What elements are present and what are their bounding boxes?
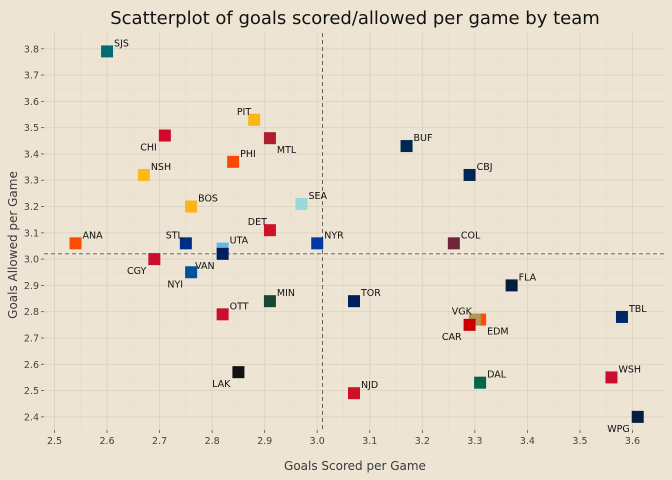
x-tick-label: 2.5 bbox=[47, 436, 62, 447]
x-axis: 2.5 2.6 2.7 2.8 2.9 3.0 3.1 3.2 3.3 3.4 3.5 3.6 bbox=[47, 430, 640, 447]
point-wsh bbox=[605, 371, 618, 384]
point-label-phi: PHI bbox=[240, 149, 256, 160]
point-sea bbox=[295, 197, 308, 210]
point-label-ott: OTT bbox=[230, 301, 249, 312]
point-label-cgy: CGY bbox=[127, 266, 147, 277]
point-label-njd: NJD bbox=[361, 380, 378, 391]
point-lak bbox=[232, 366, 245, 379]
point-label-det: DET bbox=[248, 217, 267, 228]
x-tick-label: 3.3 bbox=[467, 436, 482, 447]
point-det bbox=[263, 224, 276, 237]
x-tick-label: 3.5 bbox=[572, 436, 587, 447]
x-tick-label: 3.2 bbox=[415, 436, 430, 447]
y-tick-label: 2.9 bbox=[24, 281, 39, 292]
y-axis: 2.4 2.5 2.6 2.7 2.8 2.9 3.0 3.1 3.2 3.3 3.4 3.5 3.6 3… bbox=[24, 44, 44, 423]
x-tick-label: 2.7 bbox=[152, 436, 167, 447]
point-mtl bbox=[263, 132, 276, 145]
point-label-chi: CHI bbox=[140, 143, 157, 154]
point-label-nyi: NYI bbox=[167, 279, 183, 290]
point-chi bbox=[158, 129, 171, 142]
point-label-sjs: SJS bbox=[114, 38, 129, 49]
x-tick-label: 2.9 bbox=[257, 436, 272, 447]
point-labels: SJS PIT CHI MTL BUF PHI NSH CBJ SEA BOS DET ANA STL N… bbox=[83, 38, 648, 434]
point-label-dal: DAL bbox=[487, 370, 507, 381]
y-tick-label: 3.8 bbox=[24, 44, 39, 55]
point-label-stl: STL bbox=[166, 230, 184, 241]
point-label-col: COL bbox=[461, 230, 481, 241]
y-tick-label: 3.0 bbox=[24, 255, 39, 266]
point-dal bbox=[474, 376, 487, 389]
point-label-wsh: WSH bbox=[618, 364, 641, 375]
point-label-car: CAR bbox=[442, 332, 462, 343]
y-tick-label: 3.3 bbox=[24, 176, 39, 187]
point-label-sea: SEA bbox=[308, 191, 327, 202]
x-tick-label: 2.6 bbox=[99, 436, 114, 447]
y-tick-label: 2.6 bbox=[24, 360, 39, 371]
point-tbl bbox=[615, 310, 628, 323]
point-label-mtl: MTL bbox=[277, 145, 297, 156]
point-buf bbox=[400, 140, 413, 153]
x-tick-label: 2.8 bbox=[205, 436, 220, 447]
point-label-min: MIN bbox=[277, 288, 295, 299]
point-ana bbox=[69, 237, 82, 250]
point-label-vgk: VGK bbox=[452, 307, 473, 318]
point-label-uta: UTA bbox=[230, 236, 249, 247]
point-label-edm: EDM bbox=[487, 327, 509, 338]
x-axis-title: Goals Scored per Game bbox=[284, 459, 426, 473]
x-tick-label: 3.6 bbox=[625, 436, 640, 447]
point-pit bbox=[248, 113, 261, 126]
x-tick-label: 3.4 bbox=[520, 436, 535, 447]
point-njd bbox=[348, 387, 360, 400]
y-tick-label: 3.4 bbox=[24, 149, 39, 160]
point-phi bbox=[227, 155, 240, 168]
y-tick-label: 3.7 bbox=[24, 71, 39, 82]
point-label-buf: BUF bbox=[414, 133, 433, 144]
point-cgy bbox=[148, 253, 161, 266]
x-tick-label: 3.0 bbox=[310, 436, 325, 447]
data-points bbox=[69, 45, 644, 423]
y-tick-label: 3.2 bbox=[24, 202, 39, 213]
point-stl bbox=[179, 237, 192, 250]
point-label-tbl: TBL bbox=[628, 304, 647, 315]
chart-title: Scatterplot of goals scored/allowed per … bbox=[110, 8, 600, 29]
y-tick-label: 2.4 bbox=[24, 412, 39, 423]
x-tick-label: 3.1 bbox=[362, 436, 377, 447]
y-tick-label: 2.5 bbox=[24, 386, 39, 397]
point-label-tor: TOR bbox=[360, 288, 381, 299]
point-van bbox=[216, 247, 229, 260]
point-fla bbox=[505, 279, 518, 292]
point-label-ana: ANA bbox=[83, 230, 104, 241]
y-tick-label: 2.7 bbox=[24, 333, 39, 344]
point-nyr bbox=[311, 237, 324, 250]
point-label-wpg: WPG bbox=[607, 424, 629, 435]
point-min bbox=[263, 295, 276, 308]
reference-lines bbox=[44, 33, 664, 430]
point-wpg bbox=[631, 410, 644, 423]
point-label-van: VAN bbox=[195, 261, 215, 272]
point-sjs bbox=[101, 45, 114, 58]
point-label-pit: PIT bbox=[237, 107, 252, 118]
point-cbj bbox=[463, 168, 476, 181]
grid bbox=[44, 33, 664, 430]
point-label-nyr: NYR bbox=[324, 230, 344, 241]
point-bos bbox=[185, 200, 198, 213]
point-car bbox=[463, 318, 476, 331]
point-nsh bbox=[137, 168, 150, 181]
y-axis-title: Goals Allowed per Game bbox=[6, 171, 20, 319]
point-label-lak: LAK bbox=[212, 379, 231, 390]
point-label-cbj: CBJ bbox=[477, 162, 493, 173]
point-label-bos: BOS bbox=[198, 194, 218, 205]
y-tick-label: 3.5 bbox=[24, 123, 39, 134]
point-ott bbox=[216, 308, 229, 321]
point-nyi bbox=[185, 266, 198, 279]
y-tick-label: 2.8 bbox=[24, 307, 39, 318]
point-label-fla: FLA bbox=[519, 272, 537, 283]
y-tick-label: 3.1 bbox=[24, 228, 39, 239]
point-label-nsh: NSH bbox=[151, 162, 171, 173]
y-tick-label: 3.6 bbox=[24, 97, 39, 108]
point-col bbox=[447, 237, 460, 250]
point-tor bbox=[348, 295, 360, 308]
